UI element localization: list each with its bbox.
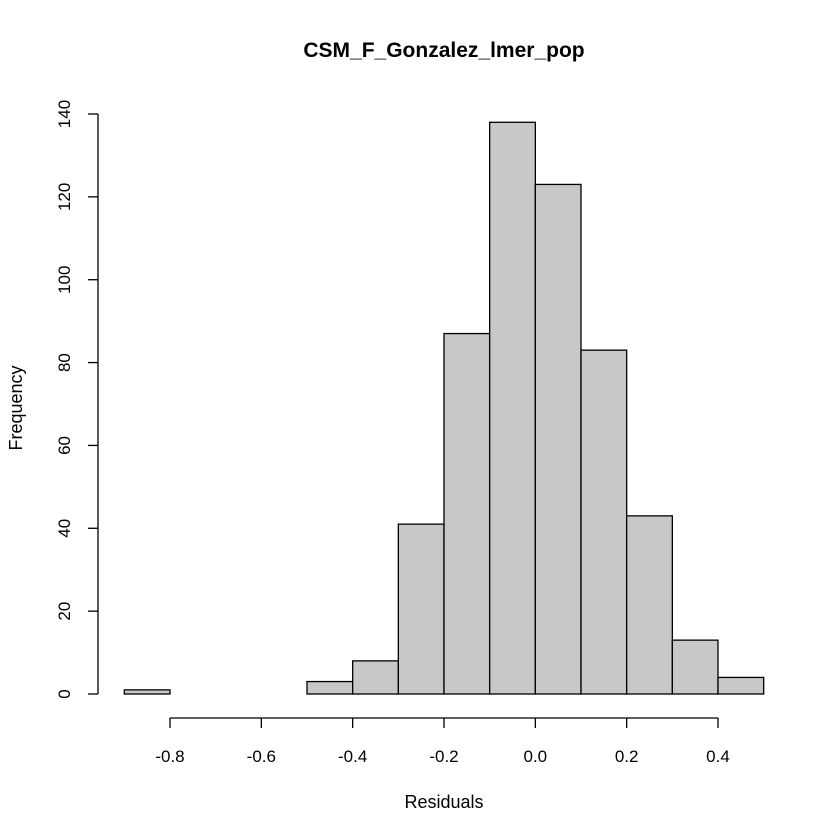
y-axis-label: Frequency xyxy=(6,365,26,450)
histogram-bar xyxy=(443,332,491,695)
histogram-bar xyxy=(123,689,171,695)
y-tick-label: 140 xyxy=(55,100,74,128)
x-tick-label: 0.2 xyxy=(615,747,639,766)
x-tick-label: 0.0 xyxy=(524,747,548,766)
x-tick-label: -0.8 xyxy=(155,747,184,766)
histogram-bar xyxy=(306,680,354,695)
histogram-bar xyxy=(397,523,445,695)
y-axis: 0 20 40 60 80 100 120 140 xyxy=(55,100,99,699)
y-tick-label: 40 xyxy=(55,519,74,538)
x-tick-label: 0.4 xyxy=(706,747,730,766)
x-axis-label: Residuals xyxy=(404,792,483,812)
x-tick-label: -0.6 xyxy=(247,747,276,766)
histogram-bar xyxy=(717,676,765,695)
x-tick-label: -0.2 xyxy=(429,747,458,766)
histogram-bar xyxy=(580,349,628,695)
histogram-bar xyxy=(534,183,582,695)
histogram-bar xyxy=(626,515,673,695)
histogram-bar xyxy=(352,660,399,695)
y-tick-label: 60 xyxy=(55,436,74,455)
x-axis: -0.8 -0.6 -0.4 -0.2 0.0 0.2 0.4 xyxy=(155,717,730,766)
histogram-bar xyxy=(671,639,719,695)
chart-title: CSM_F_Gonzalez_lmer_pop xyxy=(303,39,584,62)
y-tick-label: 80 xyxy=(55,353,74,372)
y-tick-label: 20 xyxy=(55,602,74,621)
y-tick-label: 120 xyxy=(55,183,74,211)
bars-group xyxy=(123,121,765,695)
histogram-bar xyxy=(489,121,536,695)
y-tick-label: 100 xyxy=(55,266,74,294)
x-tick-label: -0.4 xyxy=(338,747,367,766)
y-tick-label: 0 xyxy=(55,689,74,698)
